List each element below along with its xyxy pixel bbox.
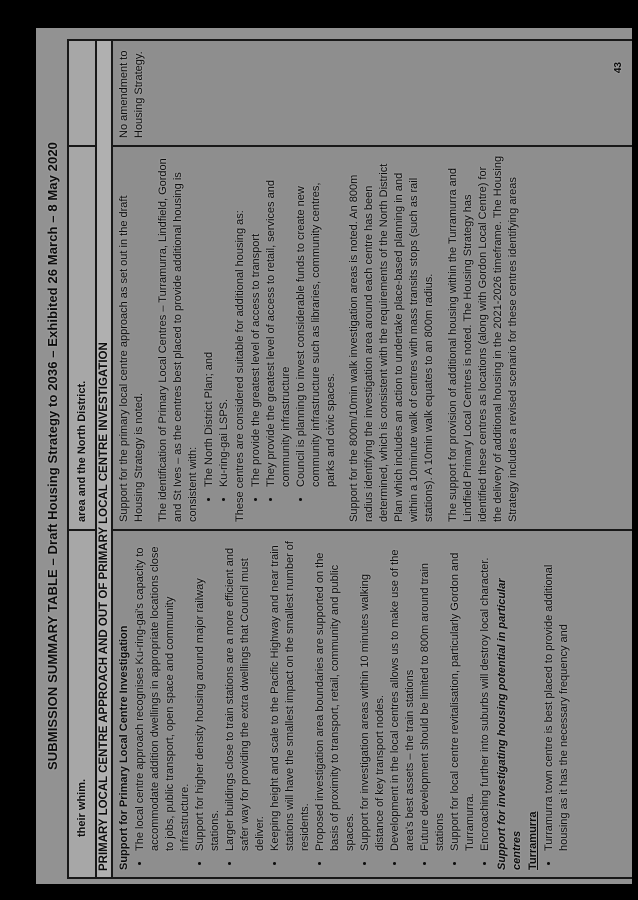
response-bullet: Ku-ring-gai LSPS. — [217, 155, 232, 488]
submission-bullet-list: The local centre approach recognises Ku-… — [133, 539, 493, 870]
page-number: 43 — [613, 62, 624, 74]
document-title: SUBMISSION SUMMARY TABLE – Draft Housing… — [45, 142, 60, 770]
submission-heading: Support for Primary Local Centre Investi… — [118, 625, 130, 871]
submission-bullet: The local centre approach recognises Ku-… — [133, 539, 193, 852]
response-bullet-list-1: The North District Plan; andKu-ring-gai … — [202, 155, 232, 506]
submission-sub-bullet-list: Turramurra town centre is best placed to… — [542, 539, 572, 870]
action-cell: No amendment to Housing Strategy. — [113, 41, 632, 145]
submission-bullet: Future development should be limited to … — [418, 539, 448, 852]
submission-bullet: Development in the local centres allows … — [388, 539, 418, 852]
response-paragraph-1: Support for the primary local centre app… — [118, 195, 145, 522]
continuation-submission-fragment: their whim. — [69, 529, 95, 877]
response-bullet: The North District Plan; and — [202, 155, 217, 488]
submission-bullet: Support for higher density housing aroun… — [193, 539, 223, 852]
scanned-page: SUBMISSION SUMMARY TABLE – Draft Housing… — [36, 28, 632, 884]
table-content-row: Support for Primary Local Centre Investi… — [113, 41, 632, 877]
section-header-row: PRIMARY LOCAL CENTRE APPROACH AND OUT OF… — [97, 41, 113, 877]
submission-bullet: Support for investigation areas within 1… — [358, 539, 388, 852]
submission-bullet: Larger buildings close to train stations… — [223, 539, 268, 852]
submission-bullet: Support for local centre revitalisation,… — [448, 539, 478, 852]
response-paragraph-2: The identification of Primary Local Cent… — [157, 158, 199, 522]
continuation-response-fragment: area and the North District. — [69, 145, 95, 529]
response-paragraph-5: The support for provision of additional … — [447, 155, 519, 522]
response-bullet: They provide the greatest level of acces… — [264, 155, 294, 488]
continuation-action-fragment — [69, 41, 95, 145]
submission-sub-bullet: Turramurra town centre is best placed to… — [542, 539, 572, 852]
submission-bullet: Keeping height and scale to the Pacific … — [268, 539, 313, 852]
response-bullet-list-2: The provide the greatest level of access… — [249, 155, 339, 506]
submission-cell: Support for Primary Local Centre Investi… — [113, 529, 632, 877]
section-header-title: PRIMARY LOCAL CENTRE APPROACH AND OUT OF… — [98, 342, 110, 871]
continuation-row: their whim. area and the North District. — [69, 41, 97, 877]
response-cell: Support for the primary local centre app… — [113, 145, 632, 529]
response-paragraph-3: These centres are considered suitable fo… — [234, 210, 246, 522]
response-bullet: The provide the greatest level of access… — [249, 155, 264, 488]
submission-bullet: Encroaching further into suburbs will de… — [478, 539, 493, 852]
submission-subheading: Support for investigating housing potent… — [496, 578, 523, 870]
response-paragraph-4: Support for the 800m/10min walk investig… — [348, 163, 435, 522]
action-text: No amendment to Housing Strategy. — [118, 50, 145, 138]
submission-bullet: Proposed investigation area boundaries a… — [313, 539, 358, 852]
response-bullet: Council is planning to invest considerab… — [294, 155, 339, 488]
submission-summary-table: their whim. area and the North District.… — [67, 39, 632, 879]
submission-sub-label: Turramurra — [527, 811, 539, 870]
